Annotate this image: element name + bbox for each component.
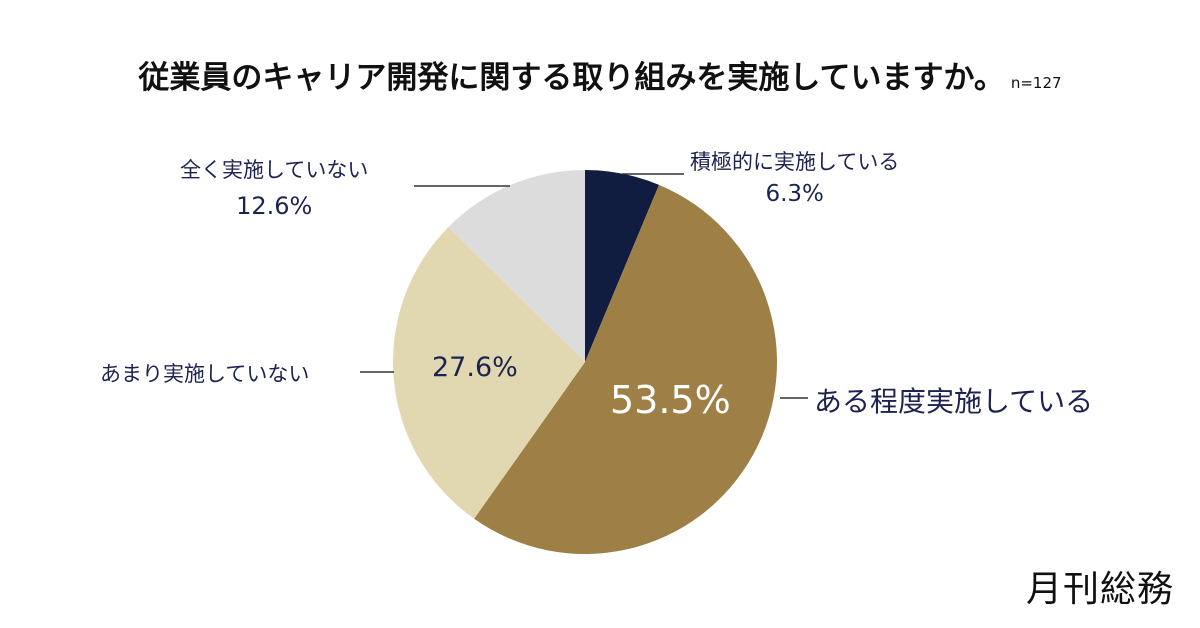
value-little: 27.6% [432,352,518,383]
label-active: 積極的に実施している 6.3% [690,146,899,210]
slice-label: 全く実施していない [180,158,369,182]
pie-slice-0 [585,170,660,362]
label-some: ある程度実施している [814,385,1094,418]
pie-slice-2 [392,227,585,519]
title-text: 従業員のキャリア開発に関する取り組みを実施していますか。 [138,60,1005,96]
slice-label: 積極的に実施している [690,150,900,174]
pie-slice-1 [474,184,777,554]
logo: 月刊総務 [1025,569,1174,610]
pie-slice-3 [448,170,585,362]
slice-value: 6.3% [765,181,824,207]
slice-value: 12.6% [236,192,313,220]
chart-title: 従業員のキャリア開発に関する取り組みを実施していますか。 n=127 [0,52,1200,97]
label-little: あまり実施していない [100,362,310,386]
label-none: 全く実施していない 12.6% [180,152,368,224]
value-some: 53.5% [610,378,731,422]
sample-size: n=127 [1010,74,1062,92]
